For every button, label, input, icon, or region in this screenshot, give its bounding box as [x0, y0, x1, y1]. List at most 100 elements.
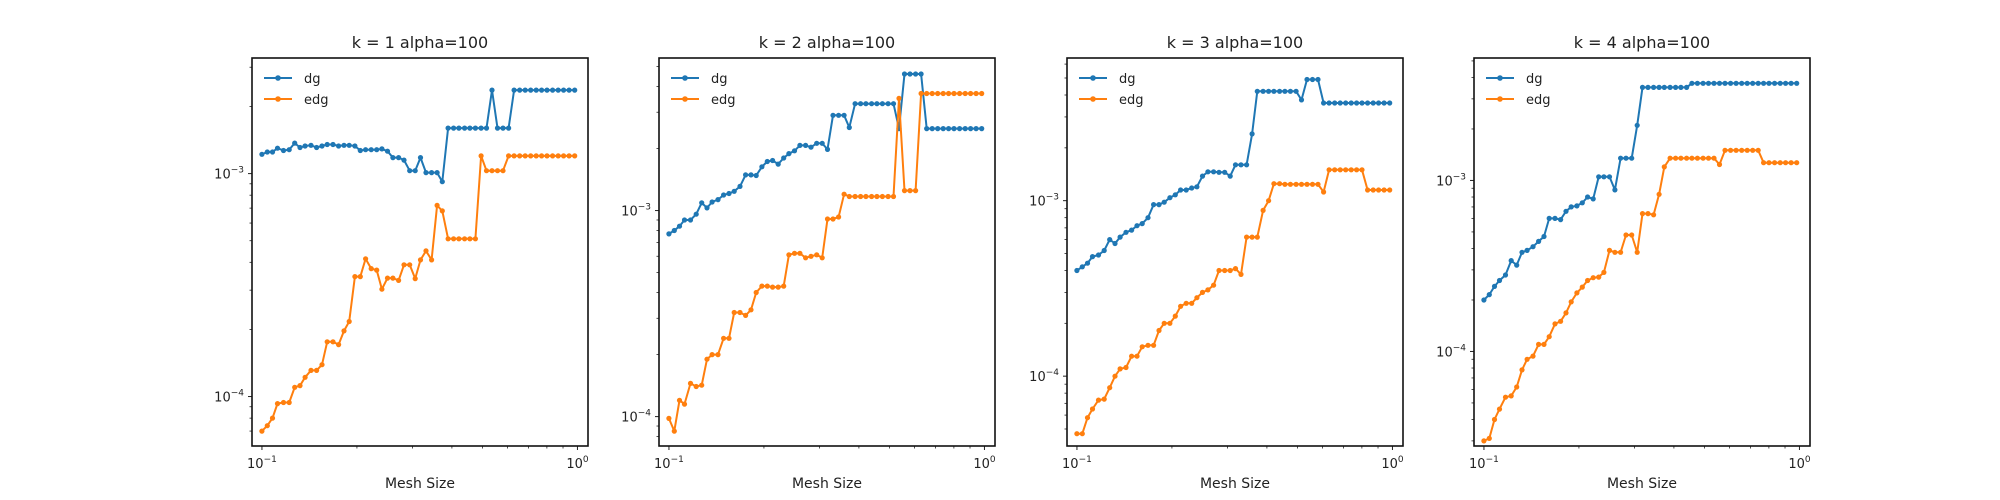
- data-point-dg: [1178, 187, 1184, 193]
- data-point-edg: [1107, 385, 1113, 391]
- data-point-dg: [352, 143, 358, 149]
- data-point-dg: [836, 112, 842, 118]
- data-point-edg: [1568, 299, 1574, 305]
- data-point-edg: [1365, 187, 1371, 193]
- data-point-dg: [1694, 80, 1700, 86]
- data-point-dg: [791, 148, 798, 154]
- data-point-edg: [1232, 266, 1239, 272]
- data-point-edg: [1546, 334, 1552, 340]
- data-point-edg: [1678, 155, 1684, 161]
- legend-label-dg: dg: [711, 72, 728, 87]
- data-point-edg: [770, 284, 776, 290]
- data-point-dg: [1332, 100, 1338, 106]
- data-point-edg: [1783, 160, 1789, 166]
- data-point-edg: [1309, 181, 1316, 187]
- data-point-edg: [1744, 147, 1750, 153]
- data-point-dg: [764, 158, 770, 165]
- data-point-edg: [1183, 300, 1189, 306]
- data-point-edg: [1536, 341, 1542, 347]
- data-point-dg: [336, 143, 342, 149]
- data-point-dg: [1639, 84, 1646, 90]
- data-point-dg: [1304, 76, 1310, 83]
- legend-swatch-marker: [1497, 96, 1503, 102]
- data-point-edg: [1481, 438, 1487, 444]
- data-point-dg: [1298, 97, 1305, 103]
- data-point-edg: [1326, 167, 1332, 173]
- data-point-dg: [561, 87, 567, 93]
- data-point-edg: [330, 339, 336, 345]
- data-point-edg: [1761, 160, 1767, 166]
- data-point-edg: [786, 252, 792, 258]
- data-point-dg: [1629, 155, 1635, 161]
- data-point-dg: [786, 151, 792, 157]
- data-point-edg: [1216, 267, 1222, 274]
- legend-swatch-marker: [275, 96, 281, 102]
- data-point-dg: [1271, 88, 1277, 94]
- data-point-edg: [731, 309, 737, 316]
- data-point-edg: [890, 193, 897, 200]
- data-point-edg: [1337, 167, 1343, 173]
- data-point-edg: [1370, 187, 1376, 193]
- data-point-edg: [681, 401, 688, 407]
- x-tick-label: 100: [1788, 455, 1811, 472]
- data-point-edg: [374, 267, 380, 273]
- x-tick-base: 10: [1788, 457, 1805, 472]
- data-point-edg: [1606, 247, 1613, 253]
- data-point-edg: [1524, 356, 1530, 362]
- data-point-dg: [1172, 192, 1178, 198]
- data-point-edg: [781, 283, 787, 289]
- data-point-edg: [896, 95, 902, 101]
- data-point-edg: [1381, 187, 1387, 193]
- x-tick-base: 10: [654, 457, 671, 472]
- data-point-edg: [957, 90, 963, 97]
- data-point-dg: [511, 87, 517, 93]
- data-point-edg: [737, 309, 743, 316]
- data-point-dg: [1084, 260, 1091, 266]
- data-point-dg: [374, 147, 380, 153]
- x-tick-exponent: −1: [1079, 455, 1092, 465]
- data-point-edg: [819, 255, 825, 261]
- data-point-dg: [1167, 195, 1173, 201]
- data-point-edg: [1244, 234, 1250, 240]
- x-tick-base: 10: [1062, 457, 1079, 472]
- data-point-edg: [1315, 181, 1321, 187]
- data-point-edg: [968, 90, 974, 97]
- x-axis-label: Mesh Size: [385, 476, 455, 492]
- series-edg: [1481, 147, 1800, 444]
- data-point-edg: [704, 356, 710, 362]
- data-point-edg: [1359, 167, 1365, 173]
- x-tick-exponent: 0: [1805, 455, 1811, 465]
- data-point-dg: [869, 101, 875, 107]
- data-point-dg: [1579, 200, 1585, 206]
- data-point-edg: [302, 374, 308, 380]
- data-point-dg: [808, 144, 814, 150]
- data-point-edg: [472, 236, 478, 242]
- y-tick-base: 10: [214, 391, 231, 406]
- data-point-edg: [1618, 249, 1624, 255]
- data-point-dg: [1606, 174, 1613, 180]
- chart-title: k = 1 alpha=100: [352, 33, 488, 52]
- data-point-edg: [901, 188, 908, 194]
- data-point-dg: [1788, 80, 1794, 86]
- data-point-dg: [1519, 249, 1525, 255]
- data-point-dg: [544, 87, 550, 93]
- x-tick-label: 100: [566, 455, 589, 472]
- data-point-edg: [319, 362, 325, 368]
- data-point-dg: [280, 147, 287, 154]
- data-point-edg: [528, 153, 534, 159]
- data-point-dg: [1321, 100, 1327, 106]
- data-point-dg: [1216, 169, 1222, 175]
- data-point-edg: [715, 352, 721, 358]
- series-dg: [1481, 80, 1800, 303]
- data-point-dg: [379, 146, 385, 152]
- data-point-edg: [721, 335, 727, 341]
- data-point-edg: [1238, 271, 1244, 277]
- data-point-dg: [973, 126, 979, 132]
- data-point-dg: [1502, 272, 1509, 278]
- data-point-dg: [901, 71, 908, 77]
- data-point-edg: [687, 380, 694, 386]
- data-point-dg: [434, 170, 440, 176]
- data-point-edg: [803, 255, 809, 261]
